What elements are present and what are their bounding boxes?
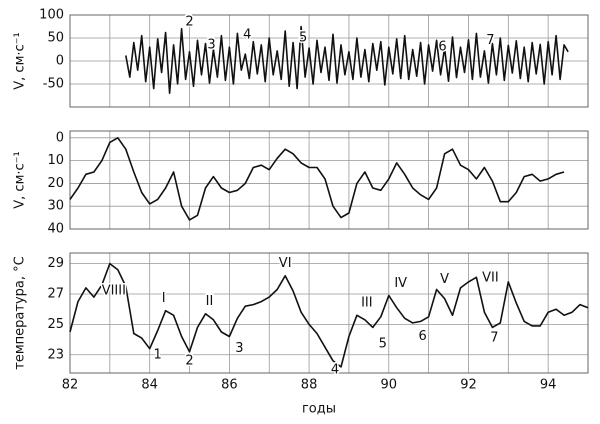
annotation: 5 [379, 337, 387, 352]
annotation: VIIII [102, 283, 126, 298]
annotation: 7 [486, 33, 494, 48]
y-tick-label: 40 [47, 222, 64, 237]
x-tick-label: 94 [540, 378, 557, 393]
annotation: I [162, 291, 166, 306]
annotation: V [440, 272, 449, 287]
x-tick-label: 86 [221, 378, 238, 393]
annotation: 1 [154, 347, 162, 362]
annotation: IV [394, 276, 407, 291]
y-tick-label: 0 [56, 54, 64, 69]
x-tick-label: 92 [460, 378, 477, 393]
y-axis-label: температура, °С [13, 256, 28, 369]
y-tick-label: 27 [47, 287, 64, 302]
y-tick-label: 10 [47, 153, 64, 168]
annotation: 2 [185, 353, 193, 368]
x-tick-label: 82 [62, 378, 79, 393]
annotation: 3 [207, 37, 215, 52]
x-tick-label: 88 [301, 378, 318, 393]
annotation: 7 [490, 331, 498, 346]
y-tick-label: 25 [47, 317, 64, 332]
annotation: II [206, 294, 214, 309]
x-tick-label: 84 [141, 378, 158, 393]
annotation: 6 [418, 329, 426, 344]
plot-frame [69, 14, 589, 108]
annotation: VI [279, 256, 292, 271]
y-tick-label: 23 [47, 347, 64, 362]
plot-frame [69, 252, 589, 374]
annotation: III [361, 296, 373, 311]
annotation: 4 [243, 27, 251, 42]
annotation: 2 [185, 14, 193, 29]
y-tick-label: 0 [56, 130, 64, 145]
y-tick-label: 29 [47, 256, 64, 271]
y-axis-label: V, см·с⁻¹ [13, 32, 28, 89]
annotation: 6 [438, 40, 446, 55]
annotation: 5 [299, 31, 307, 46]
annotation: 4 [331, 362, 339, 377]
data-line [69, 262, 589, 368]
y-tick-label: 30 [47, 199, 64, 214]
y-tick-label: 50 [47, 31, 64, 46]
y-axis-label: V, см·с⁻¹ [13, 151, 28, 208]
x-axis-label: годы [302, 402, 336, 417]
data-line [69, 137, 565, 221]
data-line [125, 25, 569, 94]
y-tick-label: 100 [39, 8, 64, 23]
annotation: VII [482, 271, 499, 286]
x-tick-label: 90 [380, 378, 397, 393]
y-tick-label: -50 [43, 77, 64, 92]
annotation: 3 [235, 341, 243, 356]
y-tick-label: 20 [47, 176, 64, 191]
plot-frame [69, 130, 589, 230]
